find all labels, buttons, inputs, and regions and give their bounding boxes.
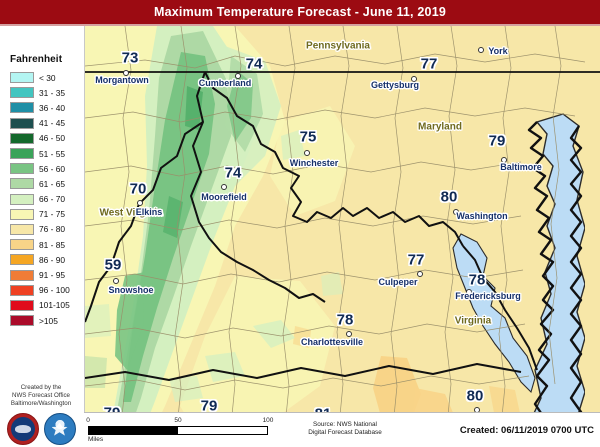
legend-range-label: 61 - 65 (39, 178, 66, 189)
map-footer: 0 50 100 Miles Source: NWS National Digita… (84, 412, 600, 447)
legend-color-swatch (10, 299, 34, 311)
city-marker-dot (113, 278, 119, 284)
temp-band-81-85 (373, 356, 421, 426)
legend-range-label: 51 - 55 (39, 148, 66, 159)
legend-range-label: 96 - 100 (39, 285, 70, 296)
city-marker-dot (346, 331, 352, 337)
legend-entry: 46 - 50 (10, 131, 80, 146)
legend-color-swatch (10, 284, 34, 296)
credit-line-1: Created by the (20, 384, 62, 391)
city-marker-dot (417, 271, 423, 277)
scale-tick: 100 (262, 417, 274, 424)
coastline (527, 121, 583, 447)
legend-color-swatch (10, 239, 34, 251)
legend-range-label: 66 - 70 (39, 194, 66, 205)
legend-color-swatch (10, 132, 34, 144)
city-marker-dot (501, 157, 507, 163)
city-marker-dot (137, 200, 143, 206)
agency-logos (0, 412, 82, 445)
temp-band-56-60 (123, 52, 215, 402)
legend-color-swatch (10, 254, 34, 266)
wv-va-border (85, 121, 204, 323)
legend-range-label: 46 - 50 (39, 133, 66, 144)
legend-entry: 101-105 (10, 298, 80, 313)
city-marker-dot (304, 150, 310, 156)
scale-tick: 50 (174, 417, 182, 424)
legend-color-swatch (10, 163, 34, 175)
scale-bar-graphic (88, 426, 268, 435)
legend-entry: 56 - 60 (10, 161, 80, 176)
legend-entry: 76 - 80 (10, 222, 80, 237)
scale-units-label: Miles (88, 436, 104, 443)
map-title-bar: Maximum Temperature Forecast - June 11, … (0, 0, 600, 26)
legend-entry: 36 - 40 (10, 100, 80, 115)
legend-color-swatch (10, 117, 34, 129)
legend-range-label: 31 - 35 (39, 87, 66, 98)
legend-entry: 81 - 85 (10, 237, 80, 252)
legend-entry: 96 - 100 (10, 283, 80, 298)
state-boundaries (85, 71, 600, 381)
temperature-legend: Fahrenheit < 30 31 - 35 36 - 40 41 - 45 46 -… (2, 54, 80, 328)
city-marker-dot (411, 76, 417, 82)
legend-range-label: 71 - 75 (39, 209, 66, 220)
city-marker-dot (123, 70, 129, 76)
credit-line-3: Baltimore/Washington (10, 400, 72, 408)
legend-range-label: 81 - 85 (39, 239, 66, 250)
legend-entry: 51 - 55 (10, 146, 80, 161)
forecast-map-canvas[interactable]: Pennsylvania Maryland West Virginia Virgini… (84, 26, 600, 447)
legend-entry: < 30 (10, 70, 80, 85)
legend-color-swatch (10, 178, 34, 190)
legend-entry: >105 (10, 313, 80, 328)
legend-heading: Fahrenheit (10, 54, 63, 65)
legend-entry: 41 - 45 (10, 116, 80, 131)
legend-range-label: 91 - 95 (39, 270, 66, 281)
legend-color-swatch (10, 87, 34, 99)
page-title: Maximum Temperature Forecast - June 11, … (153, 5, 447, 19)
scale-bar: 0 50 100 Miles (86, 417, 273, 443)
scale-tick: 0 (86, 417, 90, 424)
legend-color-swatch (10, 208, 34, 220)
legend-range-label: 41 - 45 (39, 118, 66, 129)
legend-entry: 71 - 75 (10, 207, 80, 222)
legend-color-swatch (10, 269, 34, 281)
legend-color-swatch (10, 223, 34, 235)
nws-seal-icon (6, 412, 39, 445)
legend-entry: 91 - 95 (10, 267, 80, 282)
source-attribution: Source: NWS National Digital Forecast Da… (280, 421, 410, 437)
legend-range-label: 101-105 (39, 300, 70, 311)
legend-color-swatch (10, 193, 34, 205)
legend-range-label: 86 - 90 (39, 254, 66, 265)
legend-panel: Fahrenheit < 30 31 - 35 36 - 40 41 - 45 46 -… (0, 26, 82, 447)
legend-range-label: 56 - 60 (39, 163, 66, 174)
legend-range-label: < 30 (39, 72, 56, 83)
created-timestamp: Created: 06/11/2019 0700 UTC (459, 425, 594, 436)
legend-entry: 66 - 70 (10, 192, 80, 207)
credit-block: Created by the NWS Forecast Office Balti… (0, 384, 82, 445)
city-marker-dot (466, 289, 472, 295)
city-marker-dot (478, 47, 484, 53)
legend-entry: 61 - 65 (10, 176, 80, 191)
map-graphics (85, 26, 600, 447)
city-marker-dot (453, 209, 459, 215)
noaa-seal-icon (43, 412, 76, 445)
legend-color-swatch (10, 102, 34, 114)
county-boundaries (85, 26, 586, 447)
legend-entry-list: < 30 31 - 35 36 - 40 41 - 45 46 - 50 51 - 55 5… (2, 70, 80, 328)
legend-range-label: >105 (39, 315, 58, 326)
scale-tick-labels: 0 50 100 (86, 417, 273, 426)
legend-color-swatch (10, 72, 34, 84)
legend-color-swatch (10, 315, 34, 327)
legend-color-swatch (10, 148, 34, 160)
legend-range-label: 76 - 80 (39, 224, 66, 235)
source-line-2: Digital Forecast Database (308, 429, 382, 436)
legend-entry: 86 - 90 (10, 252, 80, 267)
city-marker-dot (235, 73, 241, 79)
city-marker-dot (221, 184, 227, 190)
legend-range-label: 36 - 40 (39, 102, 66, 113)
legend-entry: 31 - 35 (10, 85, 80, 100)
source-line-1: Source: NWS National (313, 421, 377, 428)
credit-line-2: NWS Forecast Office (12, 392, 70, 400)
